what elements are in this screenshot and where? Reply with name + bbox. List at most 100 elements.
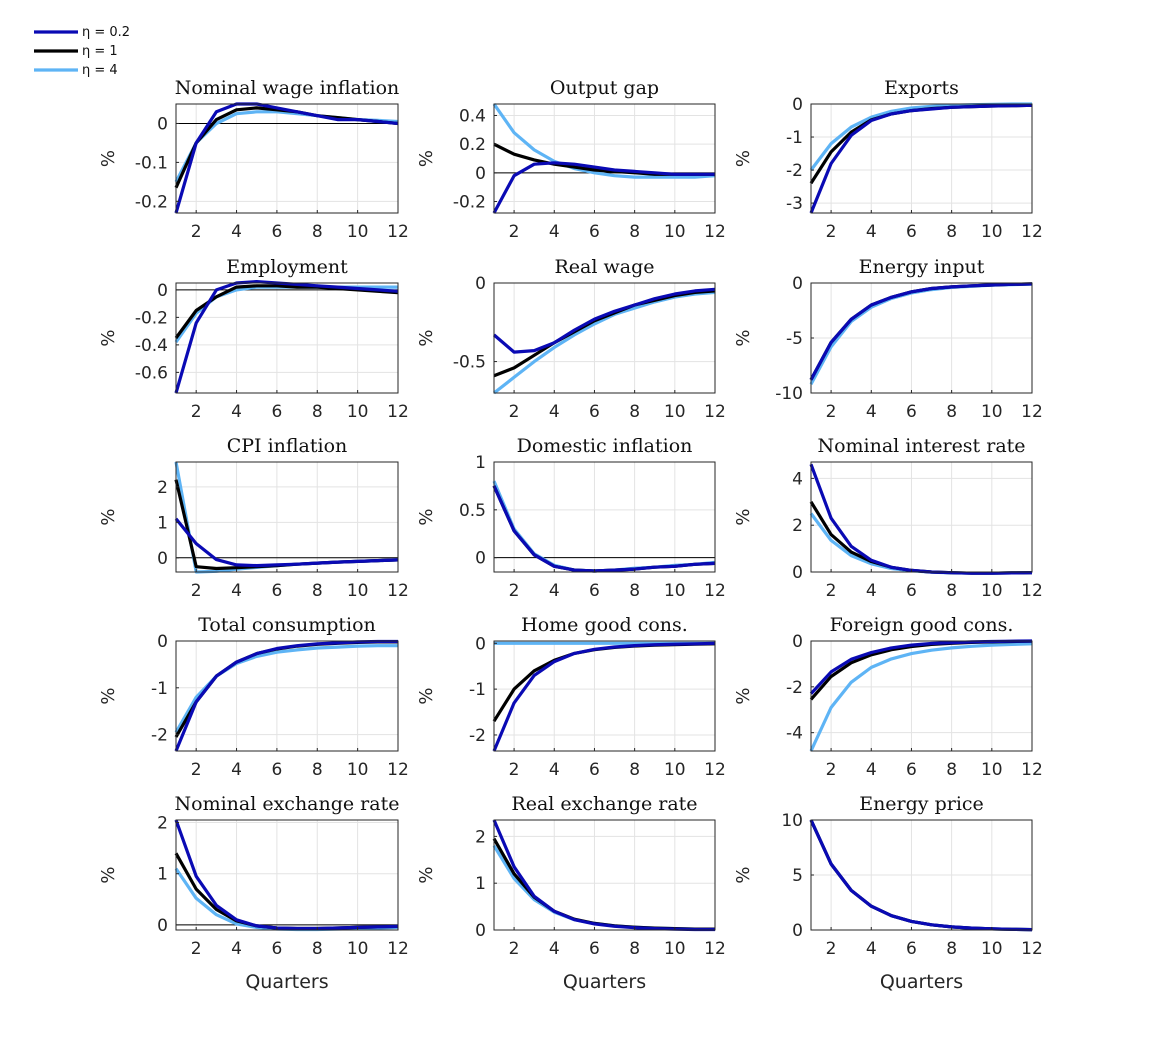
panel-title: Exports xyxy=(884,77,959,99)
panel-title: Total consumption xyxy=(198,614,376,636)
y-tick-label: 1 xyxy=(157,513,168,533)
panel-employment: 2 4 6 8 10 12 0 -0.2 -0.4 -0.6 Employment% xyxy=(98,256,409,422)
x-tick-label: 2 xyxy=(509,402,520,422)
y-tick-label: 0.5 xyxy=(459,501,486,521)
plot-area xyxy=(811,104,1032,213)
y-tick-label: 2 xyxy=(157,478,168,498)
x-tick-label: 8 xyxy=(312,581,323,601)
x-tick-label: 8 xyxy=(946,222,957,242)
axes-box xyxy=(810,461,1033,573)
series-line-0-2 xyxy=(174,102,399,214)
y-tick-label: 10 xyxy=(781,811,803,831)
x-tick-label: 4 xyxy=(866,939,877,959)
x-tick-label: 6 xyxy=(589,760,600,780)
plot-area xyxy=(176,641,398,751)
x-tick-label: 4 xyxy=(549,939,560,959)
panel-total-consumption: 2 4 6 8 10 12 0 -1 -2 Total consumption% xyxy=(98,614,409,780)
series-line-4 xyxy=(492,103,716,179)
panel-title: Nominal exchange rate xyxy=(175,793,400,815)
x-tick-label: 4 xyxy=(866,402,877,422)
y-tick-label: -1 xyxy=(469,680,486,700)
axes-box xyxy=(175,461,399,573)
y-tick-label: 0 xyxy=(475,634,486,654)
series-line-0-2 xyxy=(492,287,716,354)
y-axis-label: % xyxy=(416,687,437,704)
y-axis-label: % xyxy=(416,150,437,167)
x-tick-label: 10 xyxy=(981,939,1003,959)
x-tick-label: 10 xyxy=(347,939,369,959)
x-tick-label: 12 xyxy=(387,760,409,780)
series-line-0-2 xyxy=(174,819,399,931)
plot-area xyxy=(494,283,715,393)
x-tick-label: 12 xyxy=(1021,939,1043,959)
y-tick-label: -2 xyxy=(151,726,168,746)
x-tick-label: 10 xyxy=(347,581,369,601)
y-tick-label: 0 xyxy=(792,563,803,583)
legend: η = 0.2 η = 1 η = 4 xyxy=(34,25,130,78)
y-tick-label: -2 xyxy=(469,726,486,746)
x-tick-label: 12 xyxy=(704,402,726,422)
plot-area xyxy=(494,641,715,751)
series-line-0-2 xyxy=(809,282,1033,381)
x-tick-label: 10 xyxy=(664,402,686,422)
x-tick-label: 6 xyxy=(271,760,282,780)
plot-area xyxy=(811,641,1032,751)
y-tick-label: 1 xyxy=(475,453,486,473)
x-tick-label: 4 xyxy=(549,760,560,780)
x-tick-label: 10 xyxy=(664,760,686,780)
x-tick-label: 10 xyxy=(981,402,1003,422)
panel-title: Real wage xyxy=(555,256,655,278)
axes-box xyxy=(175,282,399,394)
panel-foreign-good-cons: 2 4 6 8 10 12 0 -2 -4 Foreign good cons.% xyxy=(733,614,1043,780)
panel-output-gap: 2 4 6 8 10 12 0.4 0.2 0 -0.2 Output gap% xyxy=(416,77,726,242)
y-tick-label: 2 xyxy=(157,814,168,834)
panel-title: Domestic inflation xyxy=(517,435,693,457)
series-line-0-2 xyxy=(174,517,399,568)
x-tick-label: 2 xyxy=(826,222,837,242)
x-axis-label: Quarters xyxy=(880,971,963,993)
x-tick-label: 8 xyxy=(629,939,640,959)
x-tick-label: 2 xyxy=(191,222,202,242)
y-axis-label: % xyxy=(416,866,437,883)
y-tick-label: -0.6 xyxy=(135,363,168,383)
x-tick-label: 12 xyxy=(1021,222,1043,242)
x-tick-label: 4 xyxy=(549,222,560,242)
x-tick-label: 6 xyxy=(906,581,917,601)
x-tick-label: 4 xyxy=(231,222,242,242)
x-tick-label: 10 xyxy=(981,222,1003,242)
x-tick-label: 6 xyxy=(589,222,600,242)
y-axis-label: % xyxy=(733,508,754,525)
x-tick-label: 8 xyxy=(312,760,323,780)
panel-title: Nominal wage inflation xyxy=(175,77,400,99)
panel-title: Foreign good cons. xyxy=(830,614,1014,636)
x-tick-label: 12 xyxy=(1021,402,1043,422)
axes-box xyxy=(175,819,399,931)
x-tick-label: 8 xyxy=(946,760,957,780)
y-tick-label: -0.1 xyxy=(135,153,168,173)
x-tick-label: 8 xyxy=(629,402,640,422)
axes-box xyxy=(810,103,1033,214)
y-tick-label: 2 xyxy=(475,827,486,847)
y-tick-label: -0.2 xyxy=(453,193,486,213)
x-tick-label: 4 xyxy=(866,760,877,780)
y-tick-label: 0 xyxy=(475,921,486,941)
x-tick-label: 6 xyxy=(271,581,282,601)
x-tick-label: 10 xyxy=(347,222,369,242)
plot-area xyxy=(176,820,398,930)
panel-title: Real exchange rate xyxy=(511,793,697,815)
y-tick-label: 0 xyxy=(792,632,803,652)
y-tick-label: 0 xyxy=(475,164,486,184)
panel-title: Nominal interest rate xyxy=(817,435,1025,457)
y-tick-label: -5 xyxy=(786,329,803,349)
x-tick-label: 6 xyxy=(906,222,917,242)
y-axis-label: % xyxy=(416,329,437,346)
x-tick-label: 8 xyxy=(629,760,640,780)
series-line-0-2 xyxy=(809,463,1033,575)
axes-box xyxy=(175,103,399,214)
x-tick-label: 12 xyxy=(704,581,726,601)
plot-area xyxy=(494,462,715,572)
axes-box xyxy=(493,640,716,752)
x-tick-label: 2 xyxy=(191,402,202,422)
series-line-0-2 xyxy=(492,819,715,932)
